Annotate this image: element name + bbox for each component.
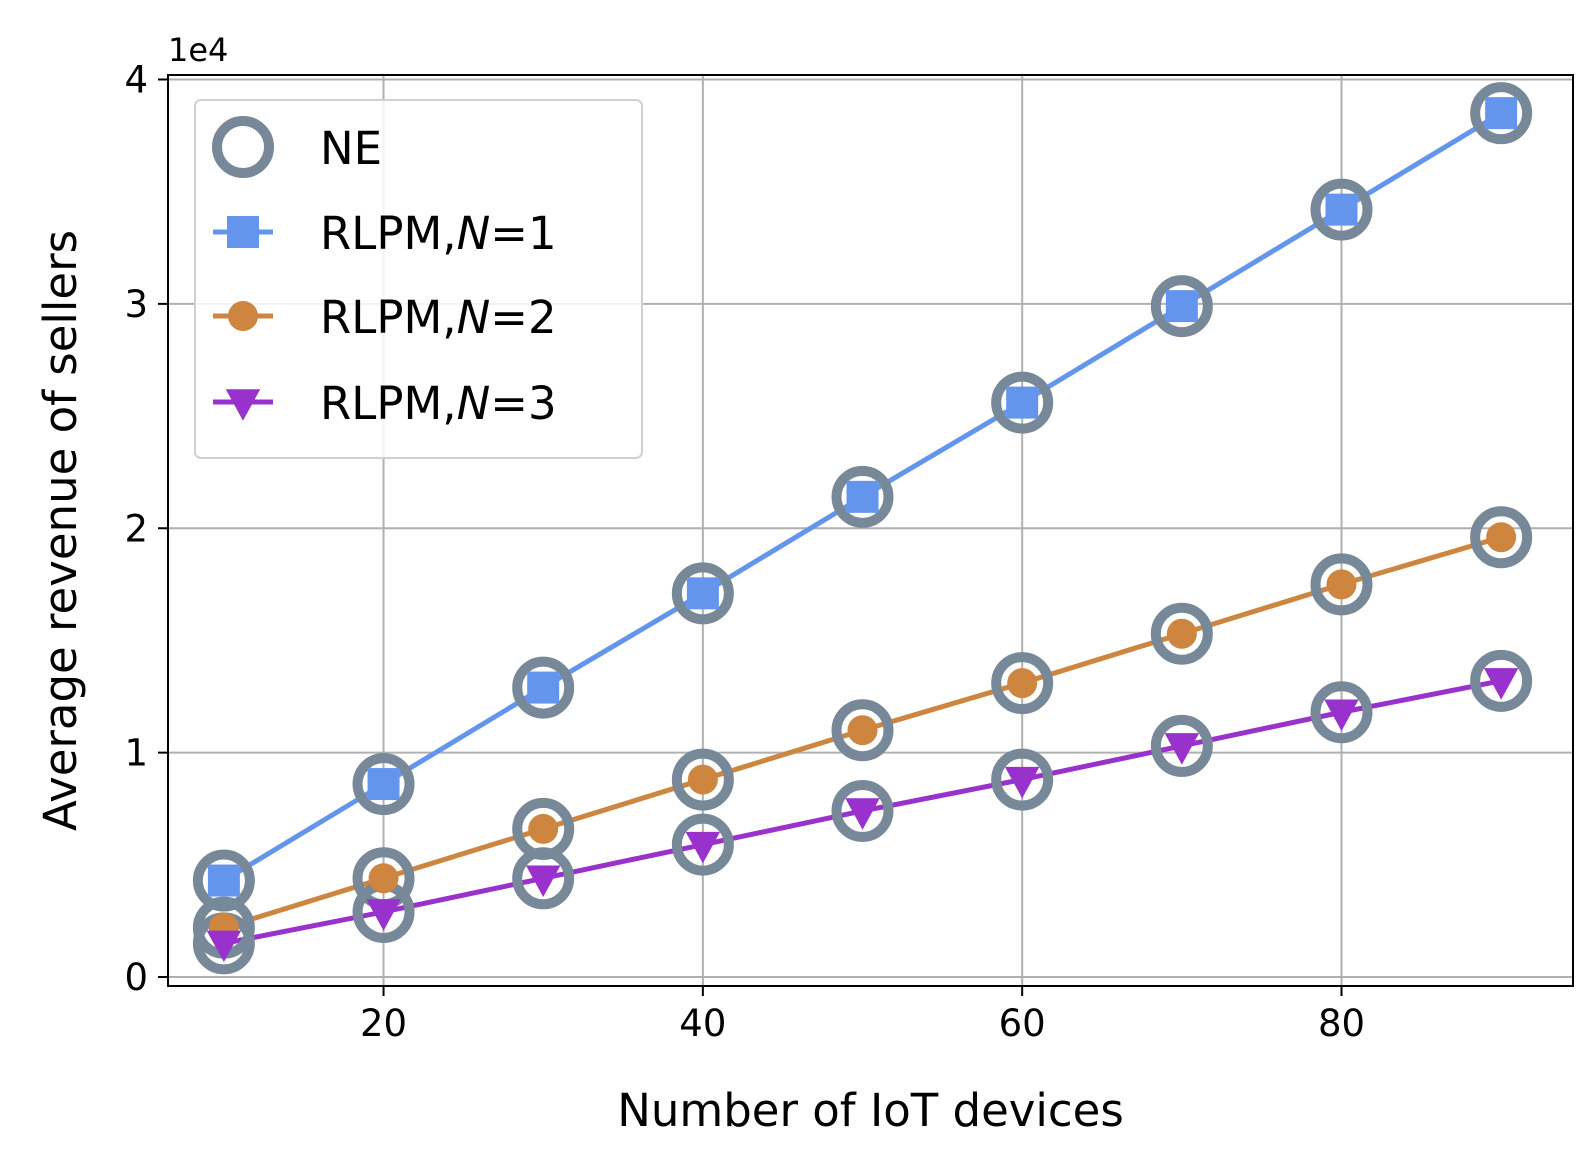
data-point-n1: [1006, 386, 1039, 419]
data-point-n2: [1486, 522, 1517, 553]
ne-marker: [671, 562, 734, 625]
axis-ticks: 20 40 60 80 0 1 2 3 4: [124, 58, 1365, 1045]
data-point-n1: [1485, 97, 1518, 130]
data-point-n3: [1164, 733, 1200, 765]
y-tick-label: 4: [124, 58, 148, 101]
y-offset-label: 1e4: [168, 31, 228, 69]
ne-marker: [831, 465, 894, 528]
ne-marker: [831, 699, 894, 762]
y-tick-label: 3: [124, 283, 148, 326]
data-point-n1: [686, 577, 719, 610]
data-point-n1: [1325, 193, 1358, 226]
legend-box: [194, 99, 643, 459]
legend-marker-n2: [228, 301, 258, 331]
y-tick-label: 0: [124, 956, 148, 999]
x-tick-label: 60: [999, 1002, 1046, 1045]
y-axis-label: Average revenue of sellers: [34, 230, 87, 831]
legend-items: NE RLPM,N=1 RLPM,N=2 RLPM,N=3: [212, 116, 557, 430]
ne-marker: [991, 652, 1054, 715]
ne-marker: [512, 656, 575, 719]
data-point-n3: [685, 831, 721, 864]
y-tick-label: 1: [124, 732, 148, 775]
ne-marker: [1150, 602, 1213, 665]
data-point-n1: [527, 671, 560, 704]
ne-marker: [1470, 649, 1533, 712]
data-point-n2: [847, 715, 878, 746]
data-point-n2: [1007, 668, 1038, 699]
ne-marker: [1470, 82, 1533, 145]
series-markers: [206, 97, 1519, 963]
legend-label-n3: RLPM,N=3: [320, 377, 557, 430]
ne-marker: [991, 748, 1054, 811]
legend-label-n2: RLPM,N=2: [320, 291, 557, 344]
data-point-n3: [366, 899, 401, 931]
legend-marker-n1: [227, 216, 259, 248]
data-point-n1: [207, 864, 240, 897]
ne-marker: [1470, 506, 1533, 569]
data-point-n2: [368, 863, 399, 894]
x-tick-label: 40: [679, 1002, 726, 1045]
data-point-n3: [1324, 699, 1359, 732]
data-point-n3: [1483, 668, 1519, 700]
ne-marker: [991, 371, 1054, 434]
legend-label-ne: NE: [320, 122, 382, 175]
ne-marker: [671, 748, 734, 811]
legend-marker-n3: [225, 389, 261, 421]
data-point-n2: [1166, 618, 1197, 649]
ne-marker: [1150, 714, 1213, 777]
x-axis-label: Number of IoT devices: [617, 1084, 1124, 1137]
data-point-n2: [687, 764, 718, 795]
ne-marker: [1310, 681, 1373, 744]
y-tick-label: 2: [124, 507, 148, 550]
data-point-n3: [525, 865, 561, 898]
legend: NE RLPM,N=1 RLPM,N=2 RLPM,N=3: [194, 99, 643, 459]
data-point-n1: [1165, 290, 1198, 323]
ne-marker: [352, 753, 415, 816]
data-point-n3: [1004, 766, 1040, 799]
legend-label-n1: RLPM,N=1: [320, 207, 557, 260]
data-point-n1: [367, 768, 400, 801]
data-point-n3: [206, 930, 242, 963]
data-point-n2: [528, 813, 559, 844]
ne-markers: [192, 82, 1533, 975]
data-point-n2: [1326, 569, 1357, 600]
ne-marker: [671, 813, 734, 876]
ne-marker: [512, 847, 575, 910]
ne-marker: [1310, 178, 1373, 241]
ne-marker: [1150, 275, 1213, 338]
plot-frame: [167, 74, 1574, 987]
data-point-n3: [845, 798, 880, 830]
x-tick-label: 80: [1318, 1002, 1365, 1045]
ne-marker: [831, 779, 894, 842]
x-tick-label: 20: [360, 1002, 407, 1045]
ne-marker: [1310, 553, 1373, 616]
legend-ne-marker: [212, 116, 274, 178]
data-point-n1: [846, 480, 879, 513]
